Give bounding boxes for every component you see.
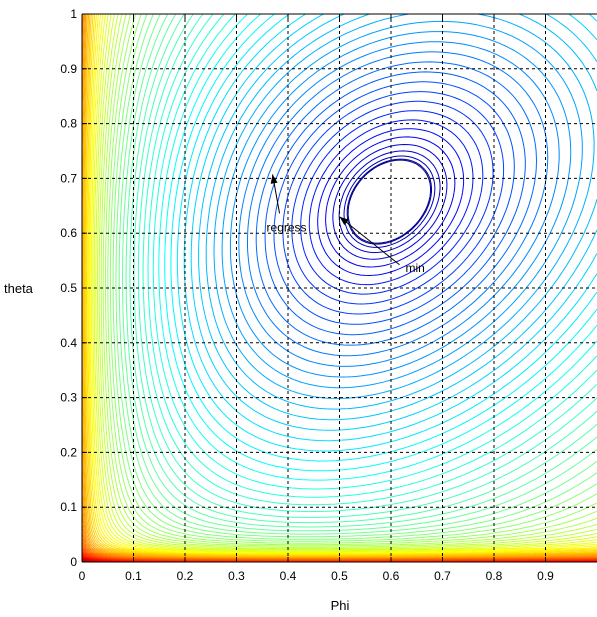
contour-level [282,91,505,315]
regress-arrow-head [270,174,278,184]
contour-level [97,14,597,550]
contour-level [170,14,597,462]
contour-level [229,31,572,378]
y-tick-label: 0.2 [60,445,77,459]
contour-level [100,14,597,548]
y-tick-labels: 0 0.1 0.2 0.3 0.4 0.5 0.6 0.7 0.8 0.9 1 [60,7,77,569]
x-tick-label: 0.7 [434,569,451,583]
contour-lines [82,14,597,562]
min-arrow-shaft [339,216,400,266]
contour-level [183,14,597,442]
min-arrow-head [339,216,349,226]
contour-level [102,14,597,547]
contour-level [133,14,597,518]
x-tick-label: 0.6 [383,569,400,583]
contour-level [112,14,597,540]
y-tick-label: 0.9 [60,62,77,76]
contour-level [176,14,597,452]
contour-level [98,14,597,550]
y-tick-label: 0.1 [60,500,77,514]
x-tick-label: 0.9 [537,569,554,583]
x-axis-label: Phi [331,598,350,613]
contour-level [213,14,595,399]
contour-level [325,136,456,268]
y-tick-label: 0.5 [60,281,77,295]
contour-level [343,155,436,248]
contour-level [164,14,597,472]
x-tick-label: 0.2 [177,569,194,583]
contour-level [198,14,597,421]
y-tick-label: 1 [70,7,77,21]
contour-level [238,41,560,367]
contour-level [147,14,597,498]
axes [81,13,597,563]
x-tick-label: 0.1 [125,569,142,583]
x-tick-label: 0.3 [228,569,245,583]
contour-level [105,14,597,546]
x-tick-label: 0 [79,569,86,583]
contour-level [129,14,597,524]
contour-level [300,110,484,295]
contour-level [247,51,549,357]
annotations: regress min [267,174,425,275]
contour-level [125,14,597,528]
contour-level [142,14,597,506]
y-tick-label: 0.4 [60,336,77,350]
regress-label: regress [267,220,307,234]
contour-level [346,158,432,245]
min-label: min [406,261,425,275]
contour-level [95,14,597,551]
y-tick-label: 0.3 [60,391,77,405]
y-tick-label: 0.7 [60,171,77,185]
x-tick-label: 0.4 [280,569,297,583]
contour-level [158,14,597,481]
y-tick-label: 0.8 [60,117,77,131]
x-tick-label: 0.5 [331,569,348,583]
contour-level [338,150,441,254]
y-tick-label: 0.6 [60,226,77,240]
contour-level [84,14,597,557]
y-axis-label: theta [4,281,34,296]
x-tick-labels: 0 0.1 0.2 0.3 0.4 0.5 0.6 0.7 0.8 0.9 [79,569,555,583]
contour-level [92,14,597,553]
grid-lines [82,14,597,562]
y-tick-label: 0 [70,555,77,569]
contour-level [93,14,597,552]
contour-level [190,14,597,431]
contour-level [107,14,597,544]
x-tick-label: 0.8 [486,569,503,583]
contour-level [109,14,597,542]
contour-level [308,119,474,286]
